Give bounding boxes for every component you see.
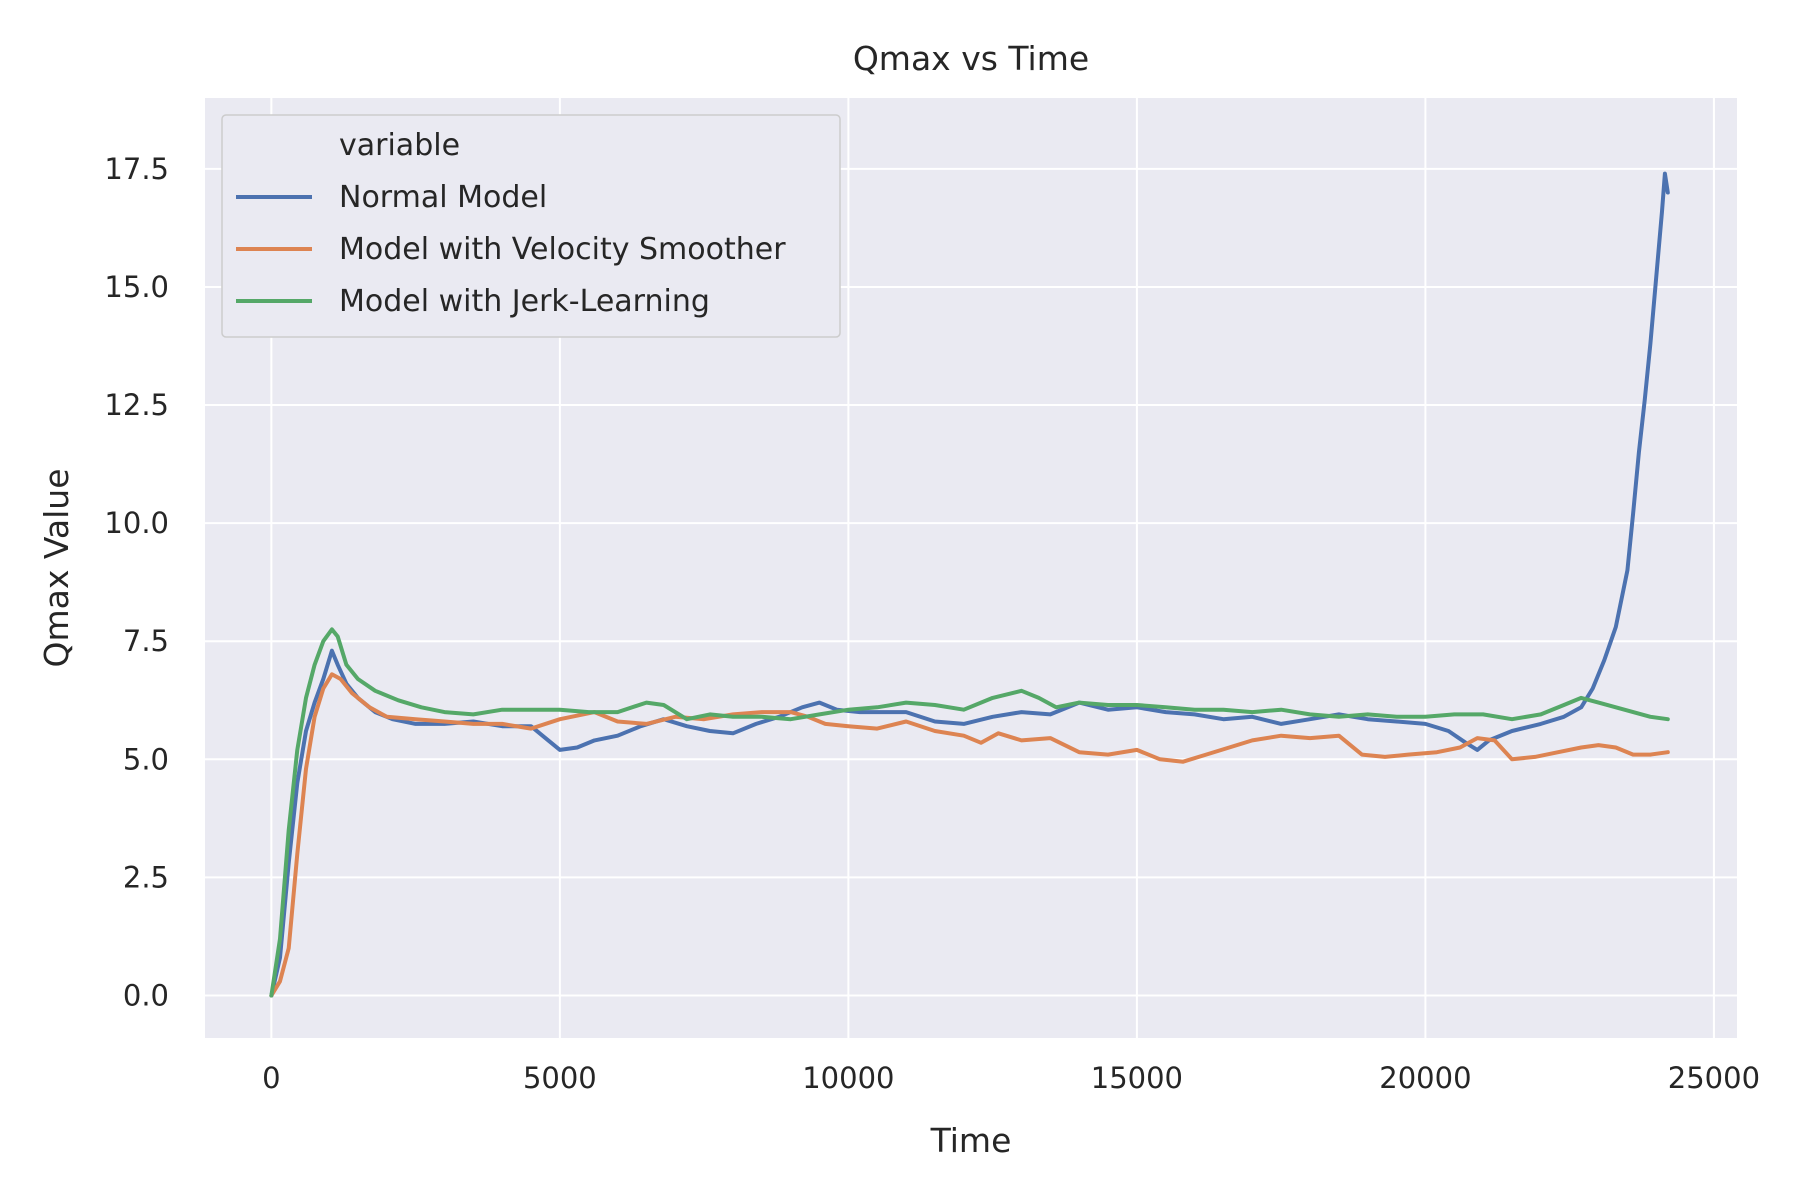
y-tick-label: 12.5 [104, 388, 169, 422]
legend: variable Normal Model Model with Velocity… [221, 114, 841, 338]
x-tick-label: 15000 [1091, 1061, 1183, 1095]
series-line-1 [269, 171, 1670, 998]
series-line-3 [269, 627, 1670, 998]
x-tick-label: 0 [262, 1061, 280, 1095]
x-tick-label: 20000 [1379, 1061, 1471, 1095]
series-line-2 [269, 672, 1670, 998]
chart-title: Qmax vs Time [853, 39, 1089, 78]
legend-entry: Model with Velocity Smoother [339, 232, 786, 267]
y-tick-label: 15.0 [104, 270, 169, 304]
legend-entry: Model with Jerk-Learning [339, 284, 710, 319]
y-tick-label: 2.5 [123, 860, 169, 894]
y-tick-label: 10.0 [104, 506, 169, 540]
y-tick-label: 7.5 [123, 624, 169, 658]
y-axis-ticks: 0.0 2.5 5.0 7.5 10.0 12.5 15.0 17.5 [104, 152, 169, 1013]
series-layer [269, 171, 1670, 998]
y-axis-label: Qmax Value [37, 469, 76, 668]
x-tick-label: 10000 [802, 1061, 894, 1095]
y-tick-label: 17.5 [104, 152, 169, 186]
x-axis-ticks: 0 5000 10000 15000 20000 25000 [262, 1061, 1760, 1095]
legend-title: variable [339, 128, 460, 163]
legend-entry: Normal Model [339, 180, 547, 215]
y-tick-label: 0.0 [123, 978, 169, 1012]
y-tick-label: 5.0 [123, 742, 169, 776]
x-tick-label: 5000 [523, 1061, 597, 1095]
x-axis-label: Time [930, 1121, 1012, 1160]
legend-items: Normal Model Model with Velocity Smoother… [236, 180, 786, 319]
x-tick-label: 25000 [1668, 1061, 1760, 1095]
legend-box [221, 114, 841, 338]
